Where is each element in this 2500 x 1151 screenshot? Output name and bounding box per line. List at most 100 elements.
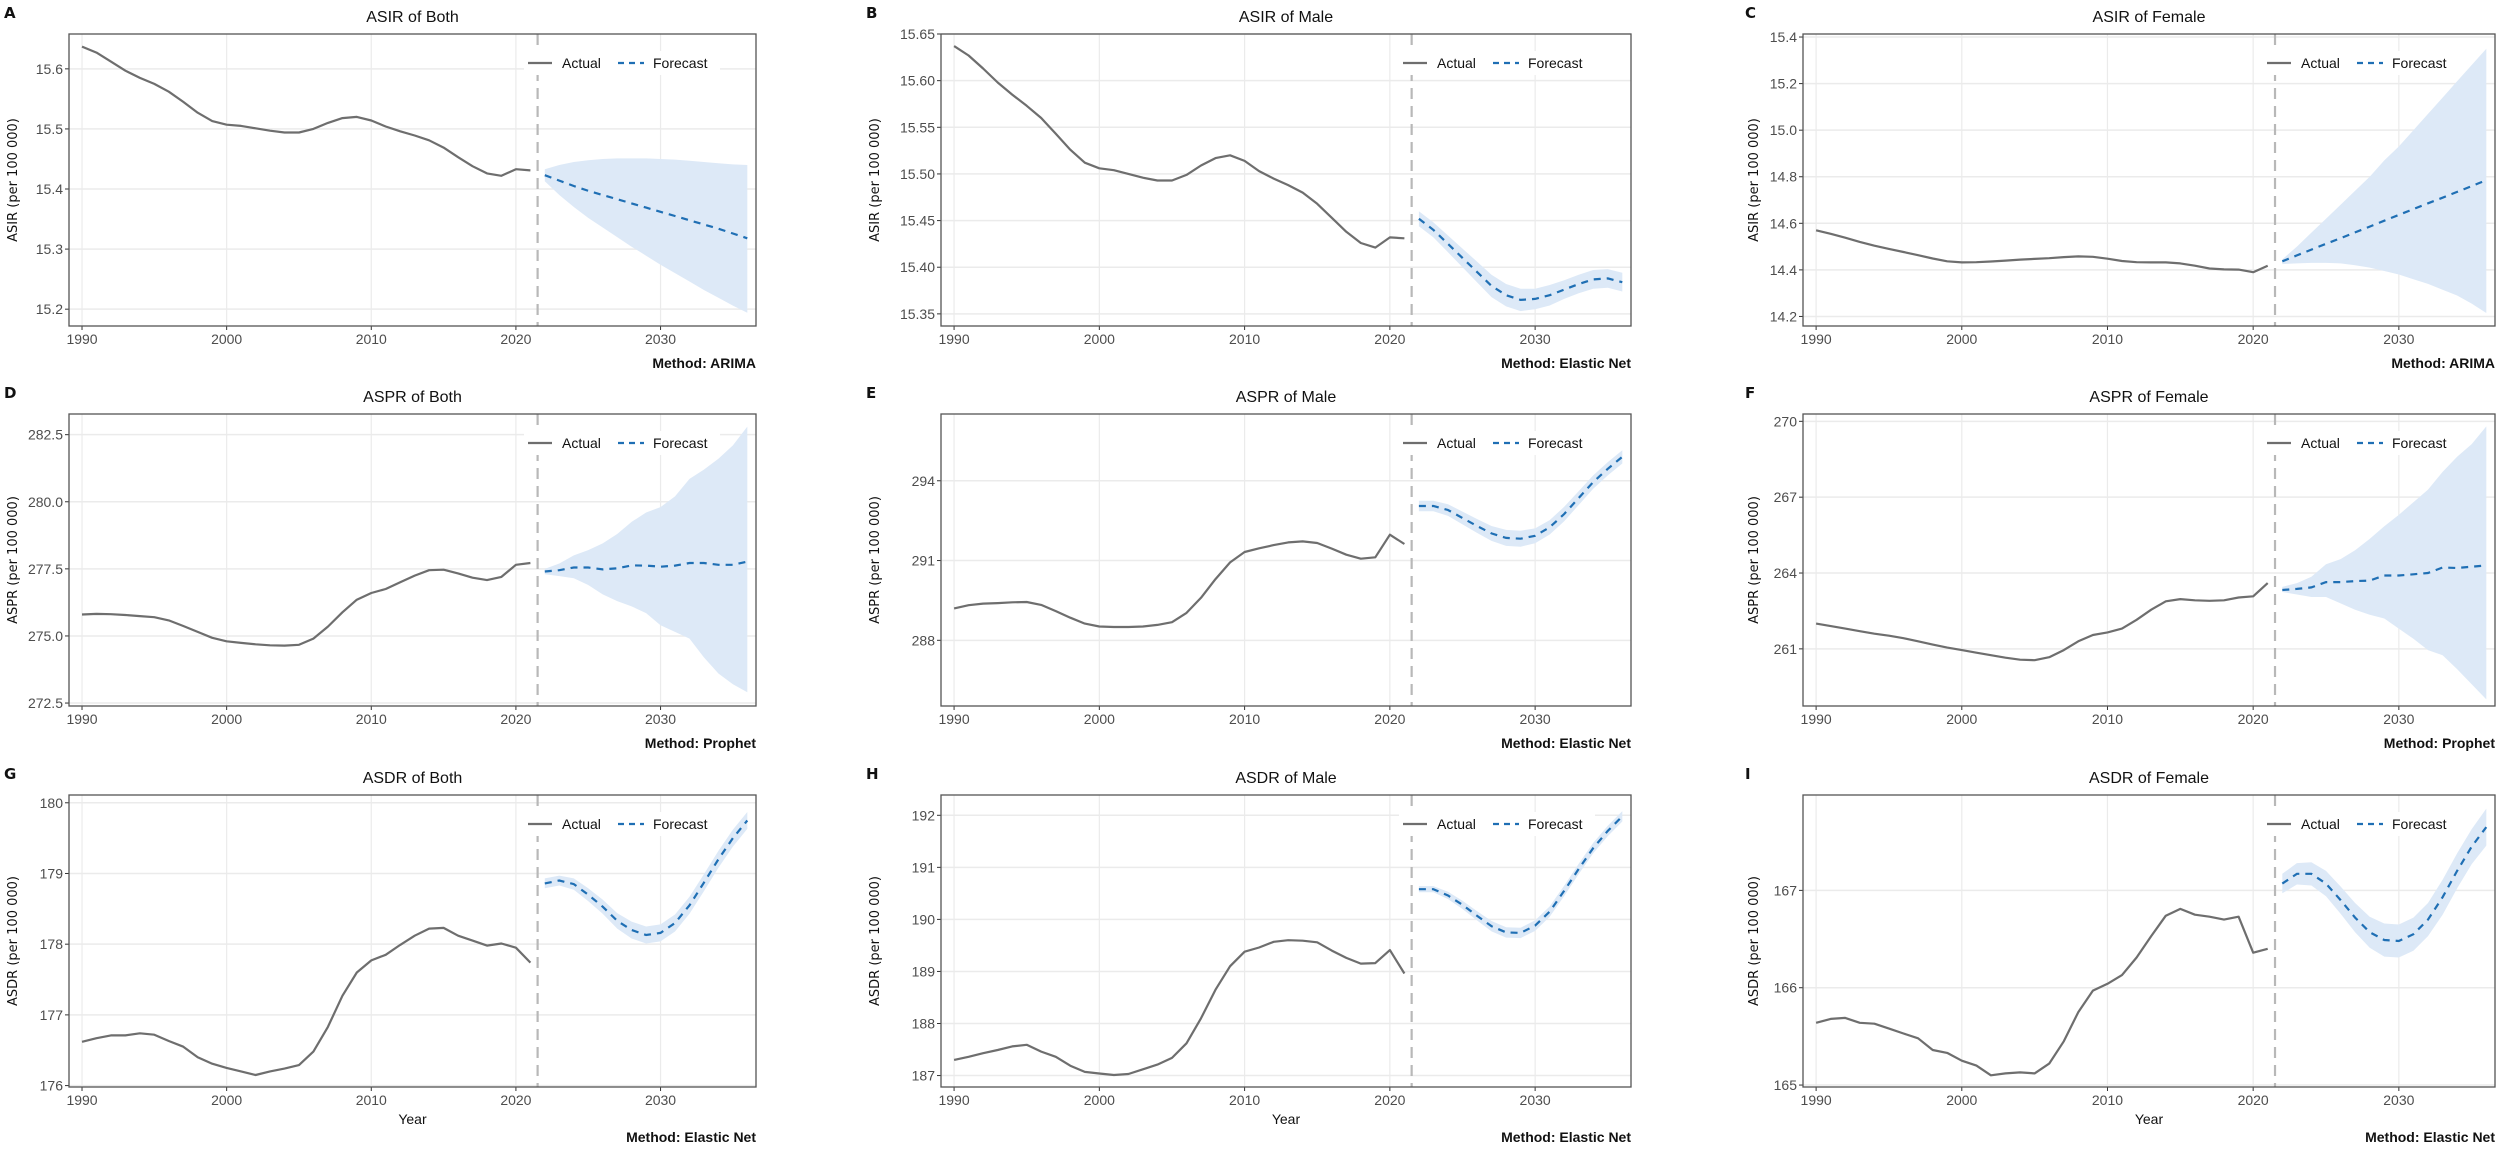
- y-tick-label: 191: [912, 859, 936, 875]
- legend-forecast-label: Forecast: [1528, 816, 1583, 832]
- y-tick-label: 270: [1774, 413, 1798, 429]
- x-tick-label: 2010: [356, 711, 387, 727]
- x-tick-label: 2020: [1374, 331, 1405, 347]
- y-axis-label: ASIR (per 100 000): [1747, 118, 1762, 242]
- forecast-confidence-band: [544, 426, 748, 693]
- y-tick-label: 165: [1774, 1077, 1798, 1093]
- y-tick-label: 15.0: [1770, 122, 1797, 138]
- y-tick-label: 187: [912, 1068, 936, 1084]
- x-tick-label: 2010: [2092, 1092, 2123, 1108]
- legend: Actual Forecast: [1399, 431, 1595, 455]
- panel-title: ASPR of Female: [2089, 389, 2208, 406]
- x-tick-label: 1990: [938, 711, 969, 727]
- y-tick-label: 15.35: [900, 306, 935, 322]
- method-caption: Method: Prophet: [645, 735, 757, 751]
- y-axis-label: ASPR (per 100 000): [1747, 496, 1762, 624]
- x-tick-label: 2030: [645, 711, 676, 727]
- y-tick-label: 14.4: [1770, 262, 1797, 278]
- x-tick-label: 2030: [1520, 711, 1551, 727]
- x-tick-label: 2010: [1229, 1092, 1260, 1108]
- legend-forecast-label: Forecast: [2392, 435, 2447, 451]
- y-tick-label: 177: [40, 1007, 64, 1023]
- x-tick-label: 2000: [1946, 711, 1977, 727]
- actual-series-line: [81, 561, 531, 647]
- legend-actual-label: Actual: [2301, 816, 2340, 832]
- y-axis-label: ASPR (per 100 000): [868, 496, 883, 624]
- legend: Actual Forecast: [524, 812, 720, 836]
- x-tick-label: 2010: [356, 1092, 387, 1108]
- legend-actual-label: Actual: [1437, 55, 1476, 71]
- plot-border: [68, 794, 757, 1088]
- y-tick-label: 15.4: [1770, 29, 1797, 45]
- x-tick-label: 2000: [1946, 331, 1977, 347]
- y-axis-label: ASIR (per 100 000): [868, 118, 883, 242]
- panel-b: B ASIR of Male 15.35 15.40 15.45 15.50 15.55 15…: [866, 4, 1632, 371]
- y-tick-label: 282.5: [28, 427, 63, 443]
- plot-border: [68, 413, 757, 707]
- y-tick-label: 180: [40, 795, 64, 811]
- plot-border: [1802, 413, 2496, 707]
- forecast-series-line: [2281, 179, 2487, 263]
- x-tick-label: 2000: [211, 711, 242, 727]
- panel-letter: B: [866, 4, 877, 22]
- panel-e: E ASPR of Male 288 291 294 1990 2000 2010 2020 20…: [866, 384, 1632, 751]
- x-tick-label: 1990: [938, 1092, 969, 1108]
- plot-border: [940, 33, 1632, 327]
- y-tick-label: 15.5: [36, 121, 63, 137]
- actual-series-line: [1815, 582, 2269, 662]
- forecast-confidence-band: [2282, 48, 2487, 313]
- x-tick-label: 2000: [1084, 331, 1115, 347]
- actual-series-line: [953, 45, 1405, 249]
- y-tick-label: 264: [1774, 565, 1798, 581]
- method-caption: Method: Elastic Net: [626, 1129, 756, 1145]
- legend: Actual Forecast: [1399, 51, 1595, 75]
- x-tick-label: 2030: [2383, 711, 2414, 727]
- panel-letter: F: [1745, 384, 1755, 402]
- forecast-confidence-band: [1418, 811, 1623, 939]
- plot-border: [68, 33, 757, 327]
- legend: Actual Forecast: [2263, 51, 2459, 75]
- y-tick-label: 15.2: [1770, 76, 1797, 92]
- panel-letter: I: [1745, 765, 1751, 783]
- legend-actual-label: Actual: [2301, 55, 2340, 71]
- y-tick-label: 192: [912, 807, 936, 823]
- legend-forecast-label: Forecast: [1528, 55, 1583, 71]
- y-tick-label: 14.8: [1770, 169, 1797, 185]
- x-axis-label: Year: [2135, 1111, 2164, 1127]
- legend: Actual Forecast: [524, 51, 720, 75]
- x-tick-label: 2020: [2238, 711, 2269, 727]
- forecast-confidence-band: [544, 812, 748, 944]
- x-tick-label: 2000: [1084, 711, 1115, 727]
- actual-series-line: [953, 939, 1406, 1077]
- x-tick-label: 2020: [500, 711, 531, 727]
- y-tick-label: 14.2: [1770, 308, 1797, 324]
- panel-d: D ASPR of Both 272.5 275.0 277.5 280.0 282.5 19…: [4, 384, 757, 751]
- y-tick-label: 280.0: [28, 494, 63, 510]
- y-tick-label: 15.4: [36, 181, 63, 197]
- y-tick-label: 294: [912, 473, 936, 489]
- x-tick-label: 2020: [500, 1092, 531, 1108]
- actual-series-line: [953, 533, 1405, 629]
- actual-series-line: [81, 926, 532, 1077]
- y-tick-label: 189: [912, 963, 936, 979]
- y-tick-label: 176: [40, 1078, 64, 1094]
- y-tick-label: 15.55: [900, 119, 935, 135]
- legend-actual-label: Actual: [1437, 435, 1476, 451]
- method-caption: Method: Prophet: [2384, 735, 2496, 751]
- x-tick-label: 2010: [2092, 331, 2123, 347]
- x-tick-label: 2030: [645, 1092, 676, 1108]
- y-tick-label: 166: [1774, 980, 1798, 996]
- method-caption: Method: Elastic Net: [2365, 1129, 2495, 1145]
- forecast-confidence-band: [2282, 426, 2487, 700]
- x-tick-label: 2000: [211, 1092, 242, 1108]
- y-tick-label: 291: [912, 553, 936, 569]
- panel-title: ASIR of Male: [1239, 9, 1333, 26]
- y-tick-label: 14.6: [1770, 215, 1797, 231]
- forecast-series-line: [1418, 217, 1623, 302]
- y-axis-label: ASIR (per 100 000): [6, 118, 21, 242]
- y-tick-label: 188: [912, 1015, 936, 1031]
- y-tick-label: 267: [1774, 489, 1798, 505]
- method-caption: Method: ARIMA: [2391, 355, 2495, 371]
- panel-letter: H: [866, 765, 879, 783]
- x-tick-label: 2030: [645, 331, 676, 347]
